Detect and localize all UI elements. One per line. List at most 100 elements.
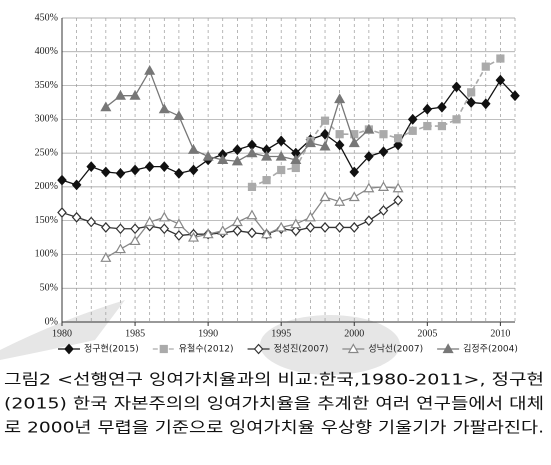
marker bbox=[451, 81, 462, 93]
marker bbox=[231, 216, 243, 227]
marker bbox=[129, 89, 141, 100]
marker bbox=[495, 74, 506, 86]
marker bbox=[129, 235, 141, 246]
marker bbox=[159, 161, 170, 173]
marker bbox=[348, 191, 360, 202]
marker bbox=[392, 182, 404, 193]
marker bbox=[202, 228, 214, 239]
marker bbox=[231, 155, 243, 166]
marker bbox=[437, 101, 447, 113]
marker bbox=[247, 182, 257, 191]
marker bbox=[144, 64, 156, 75]
marker bbox=[275, 150, 287, 161]
marker bbox=[57, 207, 67, 218]
legend-label: 김정주(2004) bbox=[463, 343, 518, 355]
marker bbox=[262, 176, 271, 185]
marker bbox=[334, 139, 345, 151]
marker bbox=[363, 123, 375, 134]
marker bbox=[496, 54, 505, 63]
marker bbox=[115, 223, 126, 235]
marker bbox=[393, 139, 403, 151]
marker bbox=[159, 344, 168, 354]
y-tick-label: 100% bbox=[35, 249, 58, 260]
marker bbox=[86, 161, 97, 173]
marker bbox=[173, 218, 185, 229]
marker bbox=[217, 225, 229, 235]
marker bbox=[320, 116, 330, 125]
marker bbox=[364, 151, 374, 162]
marker bbox=[187, 231, 200, 242]
marker bbox=[334, 222, 345, 233]
marker bbox=[159, 223, 170, 235]
marker bbox=[64, 343, 74, 355]
marker bbox=[377, 181, 390, 191]
y-tick-label: 0% bbox=[45, 316, 58, 327]
series-line bbox=[251, 57, 501, 188]
marker bbox=[320, 128, 330, 140]
marker bbox=[291, 225, 301, 237]
marker bbox=[334, 93, 346, 104]
marker bbox=[144, 216, 156, 227]
y-tick-label: 150% bbox=[35, 215, 58, 226]
marker bbox=[423, 121, 432, 131]
marker bbox=[408, 126, 417, 135]
marker bbox=[188, 164, 199, 176]
marker bbox=[452, 115, 461, 124]
marker bbox=[393, 134, 403, 143]
y-tick-label: 450% bbox=[35, 12, 58, 23]
marker bbox=[158, 103, 170, 114]
marker bbox=[114, 243, 126, 254]
marker bbox=[115, 167, 126, 179]
marker bbox=[422, 103, 433, 115]
marker bbox=[347, 343, 359, 354]
marker bbox=[71, 211, 82, 223]
x-tick-label: 1980 bbox=[52, 328, 72, 339]
series-line bbox=[61, 199, 399, 237]
marker bbox=[276, 135, 286, 147]
x-tick-label: 2000 bbox=[344, 328, 364, 339]
marker bbox=[378, 146, 389, 158]
marker bbox=[101, 166, 111, 178]
legend-item: 정구현(2015) bbox=[58, 344, 139, 355]
marker bbox=[437, 121, 447, 131]
marker bbox=[349, 166, 360, 178]
marker bbox=[335, 130, 344, 139]
y-tick-label: 300% bbox=[35, 114, 58, 125]
marker bbox=[71, 179, 82, 191]
marker bbox=[158, 211, 170, 222]
marker bbox=[174, 230, 184, 241]
y-tick-label: 50% bbox=[40, 283, 58, 294]
marker bbox=[253, 343, 264, 355]
marker bbox=[261, 150, 273, 161]
marker bbox=[510, 90, 520, 102]
x-tick-label: 1985 bbox=[125, 328, 145, 339]
marker bbox=[442, 343, 454, 354]
marker bbox=[217, 154, 229, 164]
marker bbox=[246, 209, 258, 220]
marker bbox=[202, 150, 214, 161]
marker bbox=[290, 154, 302, 164]
marker bbox=[114, 89, 126, 100]
marker bbox=[275, 221, 287, 232]
marker bbox=[334, 196, 346, 206]
marker bbox=[467, 88, 476, 97]
caption-line: 로 2000년 무렵을 기준으로 잉여가치율 우상향 기울기가 가팔라진다. bbox=[4, 419, 544, 437]
legend-label: 유철수(2012) bbox=[179, 344, 234, 355]
marker bbox=[319, 191, 331, 202]
marker bbox=[305, 222, 316, 233]
legend-item: 유철수(2012) bbox=[152, 344, 234, 355]
marker bbox=[379, 130, 388, 139]
marker bbox=[261, 228, 273, 239]
legend-label: 정성진(2007) bbox=[274, 344, 329, 355]
marker bbox=[304, 137, 316, 148]
marker bbox=[481, 62, 490, 71]
marker bbox=[130, 164, 140, 176]
x-tick-label: 2010 bbox=[490, 328, 510, 339]
marker bbox=[348, 137, 360, 148]
legend-item: 김정주(2004) bbox=[437, 343, 518, 355]
marker bbox=[364, 215, 374, 227]
marker bbox=[393, 194, 403, 206]
y-tick-label: 250% bbox=[35, 147, 58, 158]
y-tick-label: 400% bbox=[35, 46, 58, 57]
